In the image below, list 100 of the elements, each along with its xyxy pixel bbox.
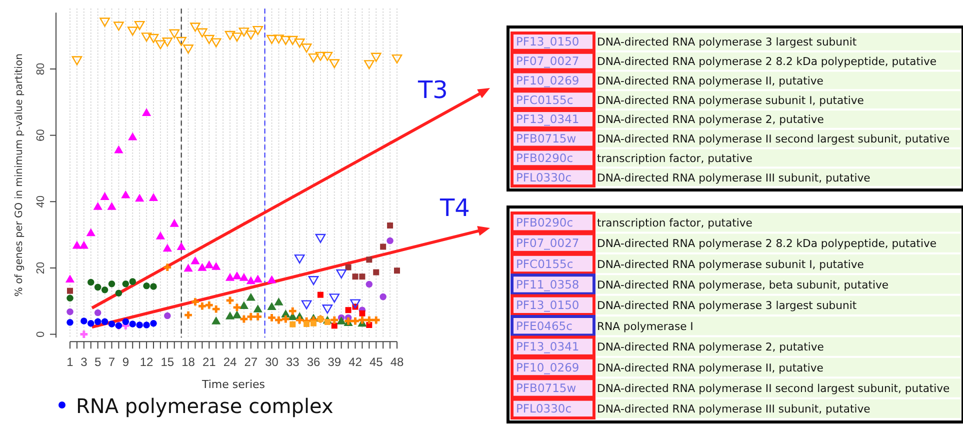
point — [301, 44, 312, 53]
point — [67, 288, 73, 294]
text: DNA-directed RNA polymerase 2, putative — [597, 340, 824, 354]
point — [101, 286, 108, 294]
x-tick-label: 21 — [202, 355, 216, 369]
point — [141, 32, 152, 42]
point — [322, 52, 333, 61]
point — [386, 237, 394, 244]
point — [65, 274, 75, 283]
point — [310, 320, 317, 326]
point — [331, 322, 338, 329]
point — [192, 298, 199, 306]
text: PFB0290c — [516, 150, 574, 165]
point — [253, 304, 262, 312]
point — [280, 36, 291, 45]
point — [225, 311, 235, 320]
point — [294, 254, 305, 264]
point — [155, 40, 166, 50]
text: PF11_0358 — [516, 277, 580, 292]
x-tick-label: 5 — [94, 355, 102, 369]
point — [176, 242, 186, 250]
point — [315, 234, 326, 243]
point — [329, 59, 340, 68]
point — [373, 269, 380, 276]
y-tick-label: 20 — [35, 262, 47, 274]
text: PFC0155c — [516, 92, 574, 107]
x-tick-label: 42 — [348, 355, 362, 369]
point — [176, 36, 186, 46]
point — [66, 294, 74, 302]
point — [94, 309, 102, 316]
point — [380, 244, 386, 250]
point — [210, 38, 222, 48]
x-tick-label: 18 — [182, 355, 196, 369]
text: DNA-directed RNA polymerase II, putative — [597, 74, 824, 88]
point — [345, 264, 352, 270]
point — [359, 310, 366, 316]
point — [184, 264, 193, 272]
point — [127, 26, 138, 36]
text: DNA-directed RNA polymerase III subunit, putative — [597, 171, 871, 184]
point — [212, 262, 221, 270]
point — [94, 284, 102, 291]
text: PFC0155c — [516, 256, 574, 271]
point — [204, 34, 214, 44]
point — [108, 280, 116, 288]
text: PF07_0027 — [516, 54, 580, 68]
point — [72, 240, 82, 249]
text: PF10_0269 — [516, 73, 580, 88]
point — [148, 34, 159, 44]
point — [267, 275, 276, 284]
point — [304, 321, 310, 328]
point — [240, 315, 248, 323]
y-axis-title: % of genes per GO in minimum p-value partition — [14, 54, 25, 297]
point — [345, 307, 352, 314]
point — [387, 222, 394, 229]
text: PF07_0027 — [516, 236, 580, 250]
point — [135, 194, 144, 202]
text: PF13_0150 — [516, 298, 580, 312]
point — [238, 28, 250, 37]
text: DNA-directed RNA polymerase subunit I, putative — [597, 94, 864, 107]
point — [108, 320, 116, 328]
point — [80, 318, 88, 324]
point — [246, 30, 256, 40]
point — [380, 293, 386, 300]
point — [232, 271, 242, 280]
point — [197, 28, 208, 38]
point — [225, 272, 235, 281]
point — [93, 202, 102, 210]
point — [392, 54, 402, 64]
text: DNA-directed RNA polymerase 3 largest subunit — [597, 36, 857, 49]
point — [114, 22, 124, 31]
point — [190, 256, 200, 264]
point — [336, 269, 346, 278]
point — [80, 330, 88, 338]
point — [364, 60, 374, 70]
point — [239, 272, 248, 281]
point — [232, 32, 242, 42]
point — [352, 274, 358, 280]
text: DNA-directed RNA polymerase, beta subunit, putative — [597, 278, 889, 292]
point — [143, 282, 150, 290]
point — [162, 244, 172, 252]
point — [359, 274, 366, 280]
point — [274, 34, 284, 44]
point — [115, 290, 122, 297]
x-axis-title: Time series — [201, 378, 266, 391]
point — [246, 276, 256, 284]
text: PFL0330c — [516, 170, 572, 184]
point — [66, 318, 74, 326]
x-tick-label: 3 — [80, 355, 88, 369]
point — [294, 38, 305, 48]
text: PFL0330c — [516, 402, 572, 416]
point — [352, 317, 359, 325]
point — [143, 322, 150, 328]
x-tick-label: 36 — [306, 355, 321, 369]
x-tick-label: 24 — [223, 355, 238, 369]
y-tick-label: 80 — [35, 62, 47, 76]
point — [254, 313, 262, 320]
point — [100, 18, 110, 27]
point — [169, 29, 180, 38]
point — [101, 318, 108, 326]
point — [330, 316, 338, 324]
